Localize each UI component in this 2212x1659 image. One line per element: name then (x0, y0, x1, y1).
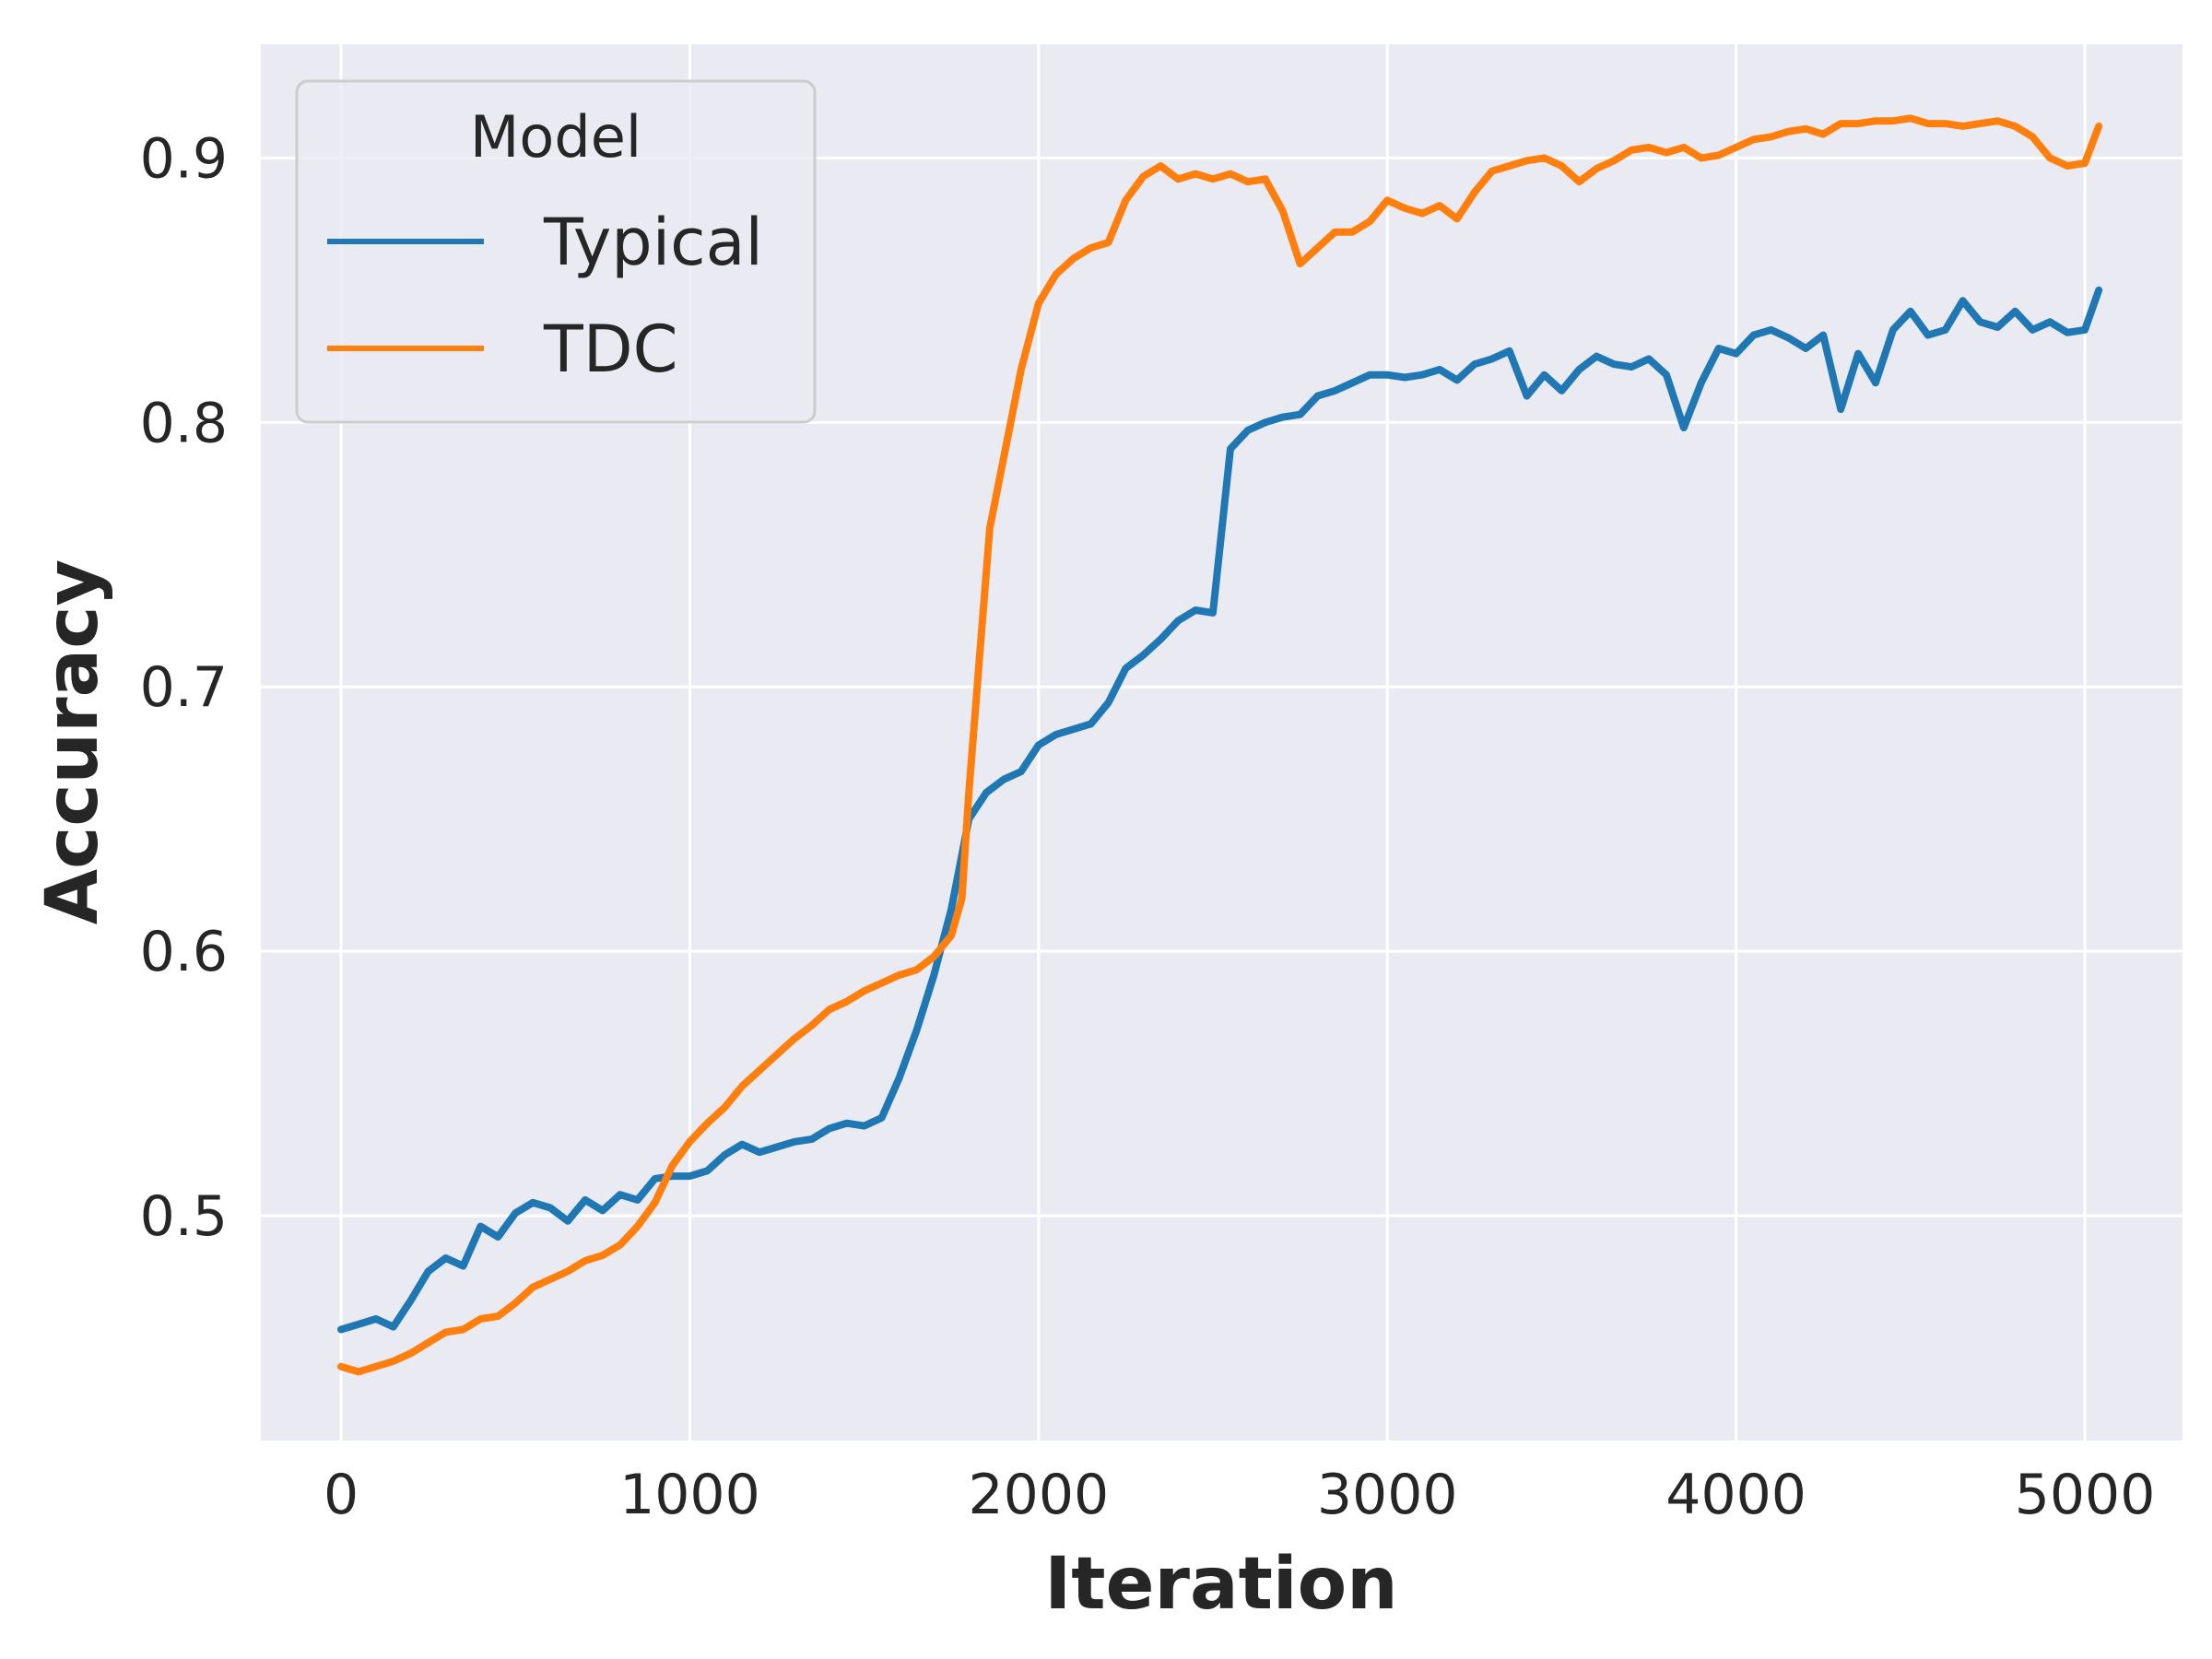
x-axis-title: Iteration (1044, 1543, 1397, 1626)
series-line-typical (337, 286, 2103, 1334)
x-tick-label: 2000 (968, 1463, 1109, 1527)
x-tick-label: 5000 (2015, 1463, 2156, 1527)
tick-labels: 0 1000 2000 3000 4000 5000 0.5 0.6 0.7 0.8 0.9 (140, 126, 2156, 1527)
x-tick-label: 3000 (1317, 1463, 1458, 1527)
legend-frame (295, 79, 817, 424)
legend-label-typical: Typical (543, 205, 763, 280)
series-lines (337, 114, 2103, 1376)
y-tick-label: 0.7 (140, 655, 228, 720)
x-tick-label: 1000 (619, 1463, 760, 1527)
y-tick-label: 0.5 (140, 1184, 228, 1249)
legend-title: Model (470, 103, 641, 171)
y-tick-label: 0.8 (140, 391, 228, 455)
x-tick-label: 0 (324, 1463, 359, 1527)
legend-label-tdc: TDC (543, 312, 678, 387)
x-tick-label: 4000 (1665, 1463, 1806, 1527)
series-line-tdc (337, 114, 2103, 1376)
y-tick-label: 0.6 (140, 920, 228, 984)
y-axis-title: Accuracy (31, 559, 114, 925)
y-tick-label: 0.9 (140, 126, 228, 191)
legend: Model Typical TDC (295, 79, 817, 424)
